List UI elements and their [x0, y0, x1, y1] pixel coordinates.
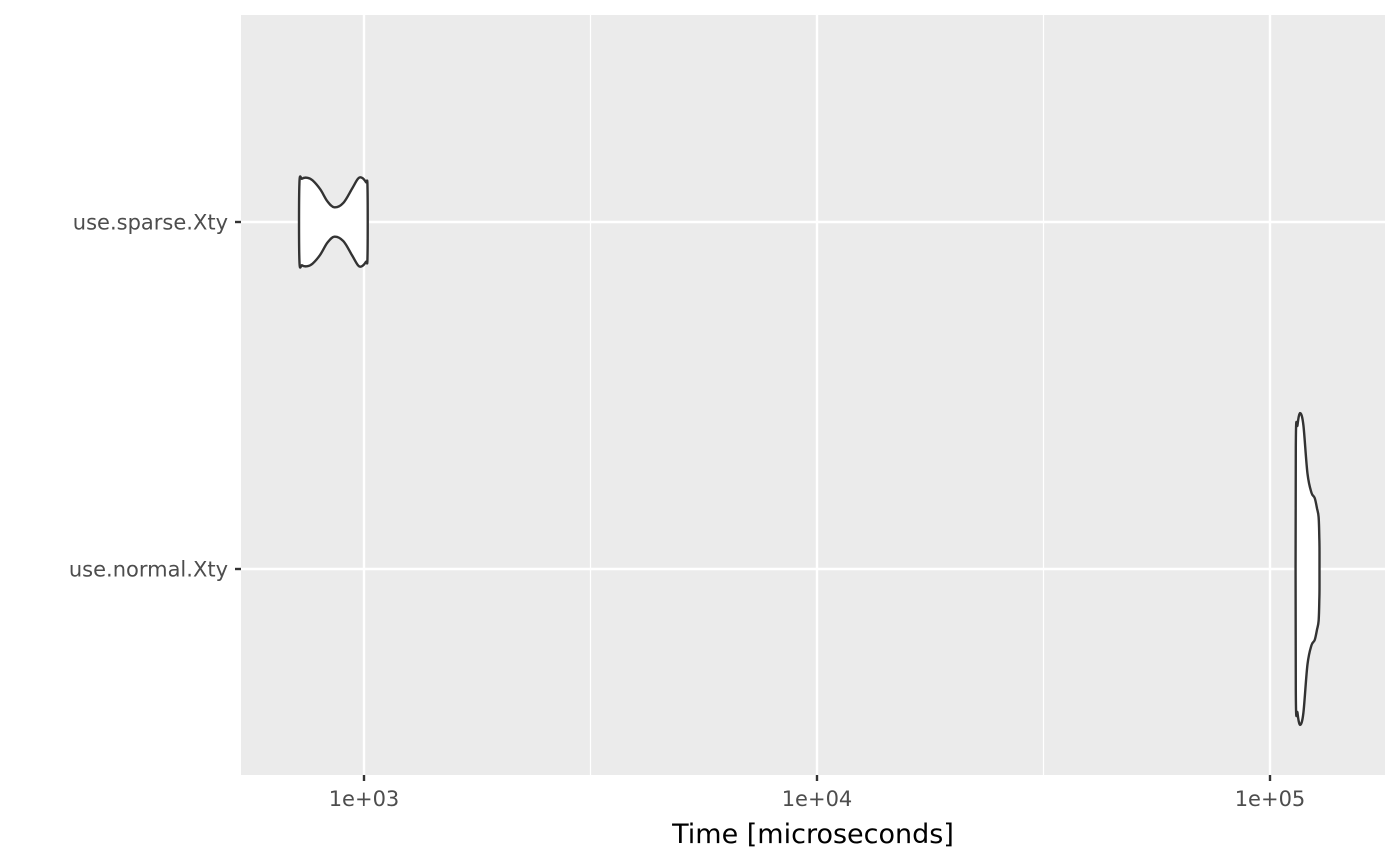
- x-tick-label: 1e+04: [782, 787, 853, 811]
- x-tick-label: 1e+03: [329, 787, 400, 811]
- y-tick-label: use.normal.Xty: [69, 558, 228, 582]
- plot-panel: [241, 15, 1385, 775]
- y-axis: use.sparse.Xty use.normal.Xty: [69, 211, 241, 582]
- gridlines: [241, 15, 1385, 775]
- y-tick-label: use.sparse.Xty: [73, 211, 228, 235]
- x-axis-title: Time [microseconds]: [671, 819, 954, 850]
- violin-use-sparse-Xty: [297, 175, 369, 269]
- x-tick-label: 1e+05: [1235, 787, 1306, 811]
- x-axis: 1e+03 1e+04 1e+05: [329, 775, 1306, 811]
- violin-use-normal-Xty: [1294, 411, 1321, 727]
- violins: [297, 175, 1321, 727]
